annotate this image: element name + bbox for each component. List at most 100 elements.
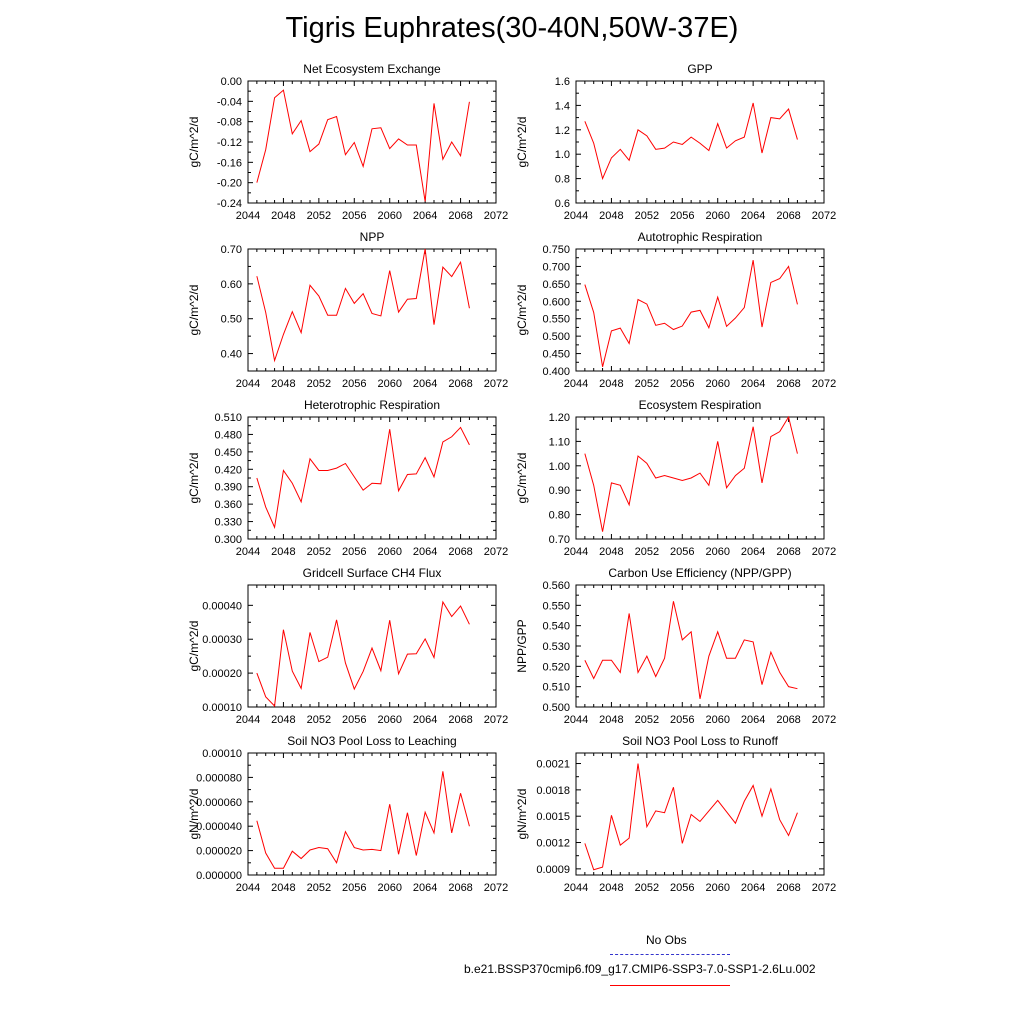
series-line-0 (584, 260, 798, 367)
y-tick-label: 0.520 (542, 661, 570, 673)
chart-panel-4: 2044 2048 2052 2056 2060 2064 2068 2072 0.300 0.3… (187, 398, 508, 558)
y-tick-label: -0.04 (217, 96, 242, 108)
series-line-0 (584, 415, 798, 532)
y-tick-label: 0.700 (542, 261, 570, 273)
x-tick-label: 2048 (271, 378, 295, 390)
y-tick-label: 0.00010 (202, 748, 242, 760)
x-tick-label: 2048 (599, 378, 623, 390)
y-axis-label: gN/m^2/d (515, 789, 529, 840)
y-tick-label: 0.560 (542, 580, 570, 592)
chart-title: Ecosystem Respiration (639, 398, 762, 412)
x-tick-label: 2052 (307, 546, 331, 558)
y-tick-label: 0.80 (549, 510, 570, 522)
x-tick-label: 2052 (635, 210, 659, 222)
y-tick-label: 0.600 (542, 296, 570, 308)
series-line-0 (256, 89, 470, 202)
x-tick-label: 2056 (342, 714, 366, 726)
x-tick-label: 2064 (413, 546, 437, 558)
x-tick-label: 2052 (635, 378, 659, 390)
y-tick-label: 0.300 (214, 534, 242, 546)
plot-frame (247, 584, 497, 708)
chart-panel-3: 2044 2048 2052 2056 2060 2064 2068 2072 0.400 0.4… (515, 230, 836, 390)
chart-title: Soil NO3 Pool Loss to Leaching (287, 734, 456, 748)
x-tick-label: 2052 (307, 378, 331, 390)
y-tick-label: 0.0009 (536, 864, 570, 876)
y-tick-label: 0.0018 (536, 785, 570, 797)
chart-title: GPP (687, 62, 712, 76)
x-tick-label: 2048 (599, 714, 623, 726)
plot-frame (575, 752, 825, 876)
y-tick-label: 0.40 (221, 349, 242, 361)
x-tick-label: 2052 (635, 546, 659, 558)
y-tick-label: 0.00 (221, 76, 242, 88)
x-tick-label: 2068 (776, 210, 800, 222)
chart-panel-1: 2044 2048 2052 2056 2060 2064 2068 2072 0.6 0.8 1.… (515, 62, 836, 222)
chart-title: Autotrophic Respiration (638, 230, 763, 244)
legend-obs-label: No Obs (646, 933, 687, 947)
x-tick-label: 2056 (342, 546, 366, 558)
x-tick-label: 2048 (599, 882, 623, 894)
y-tick-label: 0.000040 (196, 821, 242, 833)
y-tick-label: 0.60 (221, 279, 242, 291)
x-tick-label: 2064 (413, 714, 437, 726)
x-tick-label: 2060 (377, 546, 401, 558)
y-tick-label: -0.20 (217, 178, 242, 190)
x-tick-label: 2060 (377, 714, 401, 726)
x-tick-label: 2072 (484, 546, 508, 558)
x-tick-label: 2048 (271, 210, 295, 222)
y-tick-label: 0.360 (214, 499, 242, 511)
chart-title: NPP (360, 230, 385, 244)
chart-title: Gridcell Surface CH4 Flux (303, 566, 442, 580)
y-tick-label: 0.330 (214, 517, 242, 529)
y-axis-label: gC/m^2/d (515, 117, 529, 168)
y-tick-label: 0.00010 (202, 702, 242, 714)
y-tick-label: 0.550 (542, 600, 570, 612)
y-tick-label: 0.650 (542, 279, 570, 291)
x-tick-label: 2068 (776, 378, 800, 390)
y-tick-label: 0.000020 (196, 846, 242, 858)
x-tick-label: 2052 (635, 714, 659, 726)
y-tick-label: 0.480 (214, 429, 242, 441)
page-title: Tigris Euphrates(30-40N,50W-37E) (285, 12, 739, 44)
x-tick-label: 2056 (342, 882, 366, 894)
x-tick-label: 2068 (776, 882, 800, 894)
x-tick-label: 2068 (448, 714, 472, 726)
x-tick-label: 2072 (812, 546, 836, 558)
x-tick-label: 2060 (705, 546, 729, 558)
legend-model-line (610, 985, 730, 986)
chart-panel-8: 2044 2048 2052 2056 2060 2064 2068 2072 0.000000… (187, 734, 508, 894)
y-tick-label: 0.530 (542, 641, 570, 653)
x-tick-label: 2052 (635, 882, 659, 894)
x-tick-label: 2052 (307, 882, 331, 894)
y-tick-label: 0.000080 (196, 772, 242, 784)
y-tick-label: 0.00020 (202, 668, 242, 680)
y-tick-label: -0.24 (217, 198, 242, 210)
y-tick-label: 0.00040 (202, 600, 242, 612)
plot-frame (575, 584, 825, 708)
x-tick-label: 2072 (484, 378, 508, 390)
chart-title: Carbon Use Efficiency (NPP/GPP) (608, 566, 791, 580)
y-tick-label: 0.50 (221, 314, 242, 326)
plot-frame (247, 416, 497, 540)
x-tick-label: 2072 (812, 210, 836, 222)
y-tick-label: 0.450 (214, 447, 242, 459)
chart-title: Soil NO3 Pool Loss to Runoff (622, 734, 779, 748)
y-axis-label: gC/m^2/d (187, 117, 201, 168)
x-tick-label: 2064 (741, 378, 765, 390)
chart-panel-0: 2044 2048 2052 2056 2060 2064 2068 2072 -0.24 -0.… (187, 62, 508, 222)
y-axis-label: gC/m^2/d (187, 621, 201, 672)
x-tick-label: 2060 (377, 378, 401, 390)
y-tick-label: 0.540 (542, 621, 570, 633)
plot-frame (575, 80, 825, 204)
x-tick-label: 2056 (342, 210, 366, 222)
series-line-0 (256, 600, 470, 708)
y-tick-label: 0.8 (555, 174, 570, 186)
y-axis-label: gN/m^2/d (187, 789, 201, 840)
y-tick-label: 0.6 (555, 198, 570, 210)
x-tick-label: 2044 (236, 378, 260, 390)
y-tick-label: 1.6 (555, 76, 570, 88)
y-tick-label: 1.20 (549, 412, 570, 424)
chart-panel-6: 2044 2048 2052 2056 2060 2064 2068 2072 0.00010 0… (187, 566, 508, 726)
x-tick-label: 2072 (484, 882, 508, 894)
x-tick-label: 2064 (741, 714, 765, 726)
